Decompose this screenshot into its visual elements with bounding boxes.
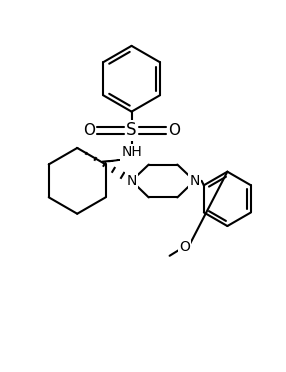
Text: O: O xyxy=(179,240,190,254)
Polygon shape xyxy=(102,158,132,161)
Text: NH: NH xyxy=(121,145,142,159)
Text: N: N xyxy=(189,174,200,188)
Text: O: O xyxy=(168,123,180,138)
Text: O: O xyxy=(83,123,95,138)
Text: S: S xyxy=(126,121,137,139)
Text: N: N xyxy=(126,174,137,188)
